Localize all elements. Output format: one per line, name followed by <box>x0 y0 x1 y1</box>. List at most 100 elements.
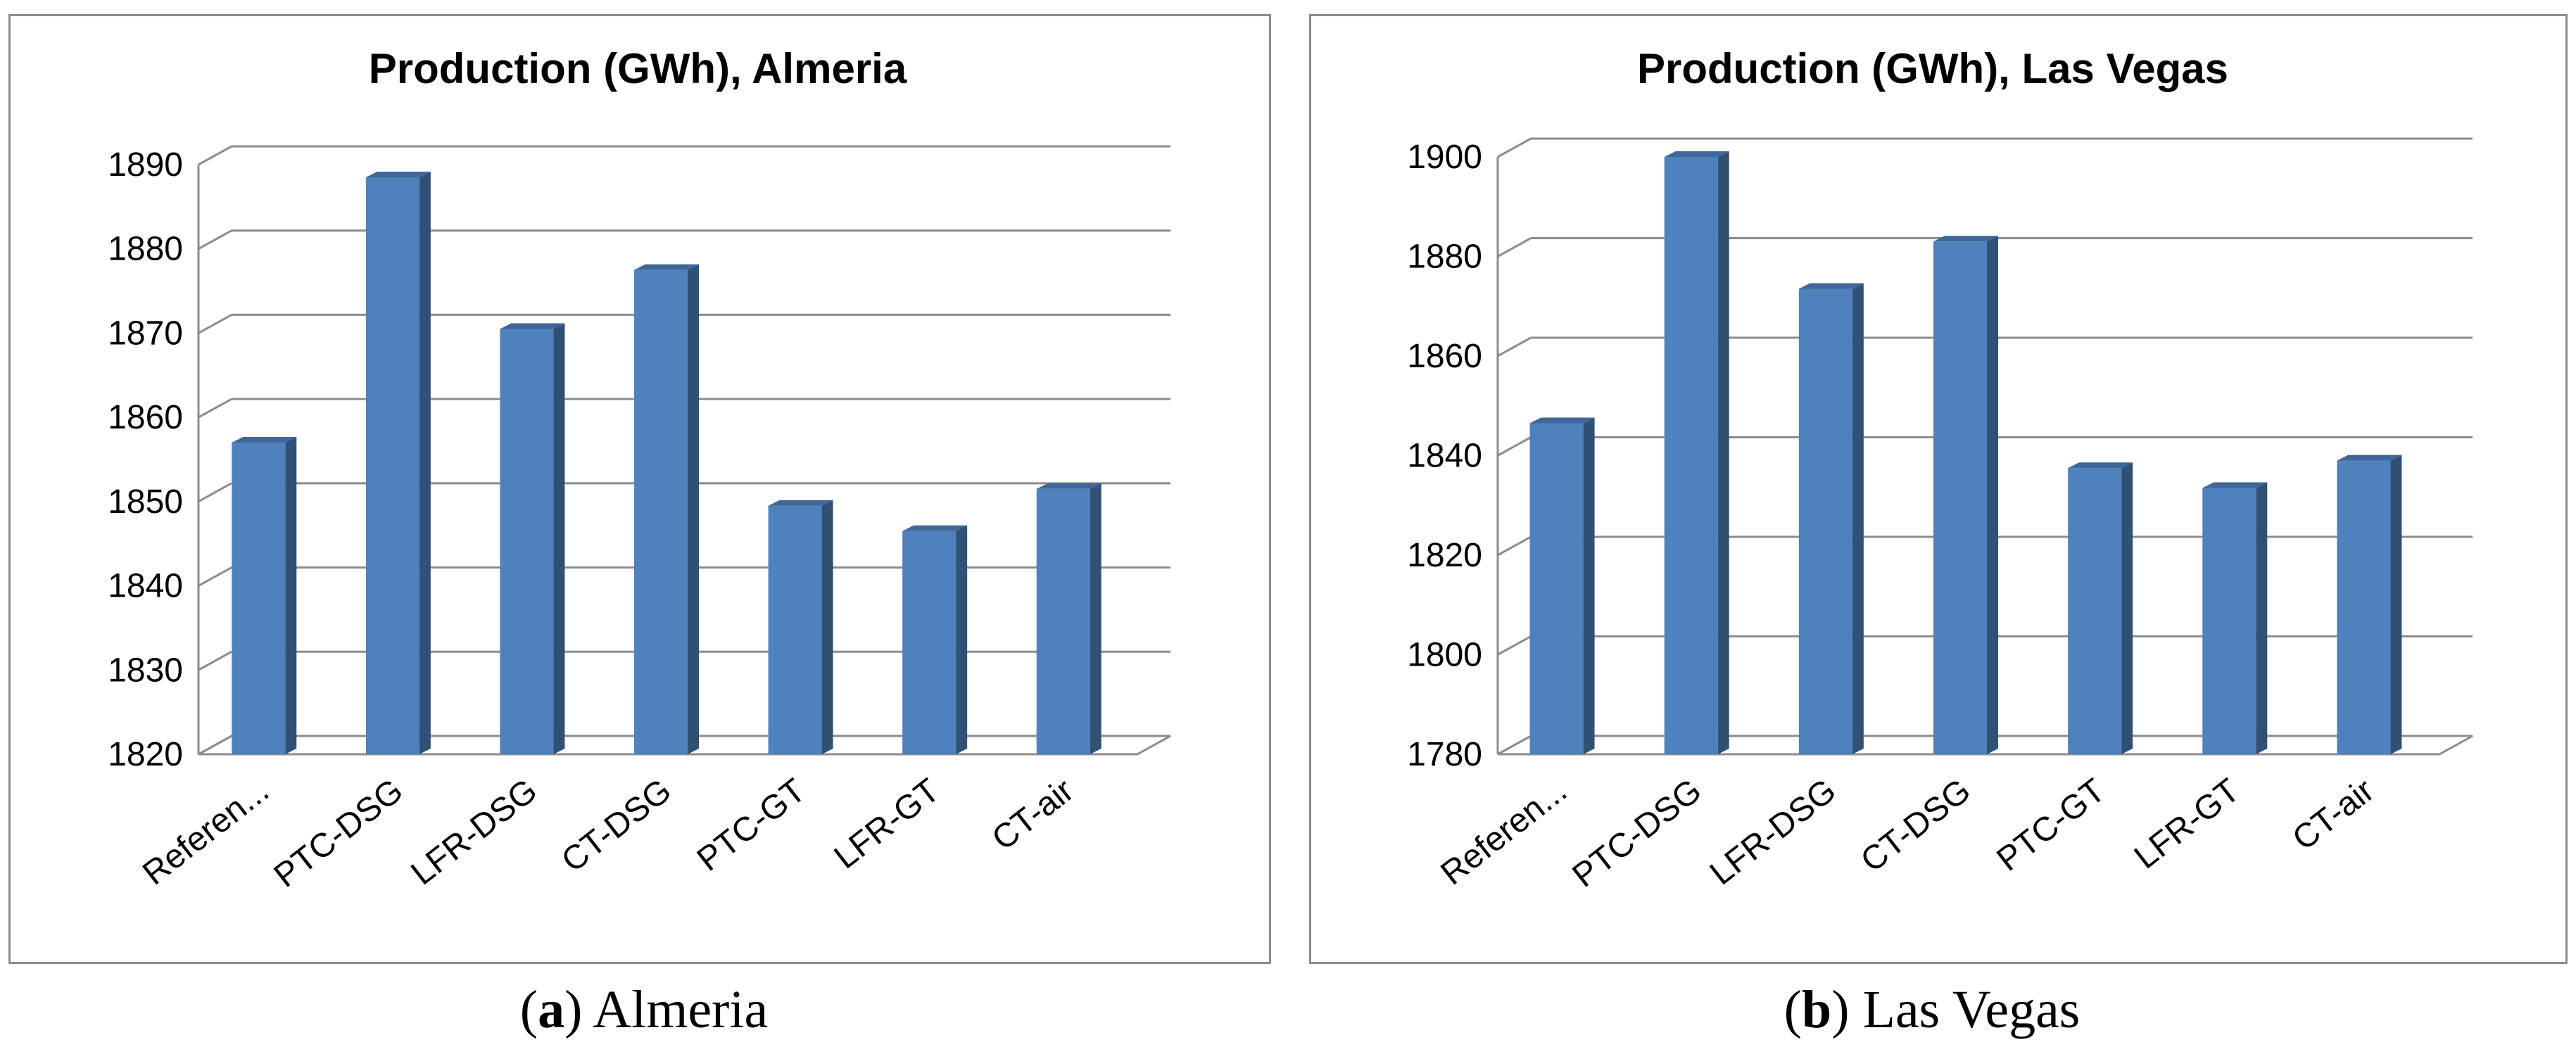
y-tick-label: 1830 <box>108 652 183 689</box>
bar-front <box>1664 157 1718 754</box>
bar-top <box>634 264 699 270</box>
bar-side <box>956 525 968 754</box>
bar <box>1933 236 1998 754</box>
bar-front <box>2337 460 2391 754</box>
bar <box>1529 417 1595 754</box>
caption-letter: b <box>1801 980 1832 1039</box>
bar-top <box>1664 151 1729 157</box>
bar-front <box>1036 488 1090 754</box>
bar <box>365 171 431 754</box>
x-tick-label: CT-air <box>985 772 1081 858</box>
gridline-diagonal <box>198 314 232 334</box>
y-tick-label: 1880 <box>1407 239 1482 276</box>
bar-top <box>500 323 565 329</box>
chart-panel-almeria: Production (GWh), Almeria 1820 1830 1840 185… <box>8 14 1271 1039</box>
y-tick-label: 1900 <box>1407 139 1482 176</box>
bar-chart-almeria: Production (GWh), Almeria 1820 1830 1840 185… <box>108 45 1171 895</box>
gridline-diagonal <box>1497 436 1532 457</box>
bar-front <box>634 269 688 755</box>
x-tick-label: CT-air <box>2286 772 2382 858</box>
bar-top <box>1036 483 1101 489</box>
y-tick-label: 1800 <box>1407 637 1482 674</box>
caption-b: (b) Las Vegas <box>1783 980 2081 1039</box>
bar-side <box>688 264 699 755</box>
bar-front <box>2068 468 2122 754</box>
x-tick-label: PTC-GT <box>1990 772 2112 879</box>
bar <box>1798 283 1864 754</box>
bar-chart-las-vegas: Production (GWh), Las Vegas 1780 1800 1820 1… <box>1407 45 2473 895</box>
bar <box>2337 455 2402 754</box>
bar <box>768 500 833 754</box>
gridline-diagonal <box>1497 535 1532 557</box>
chart-title: Production (GWh), Almeria <box>369 45 907 92</box>
y-tick-label: 1840 <box>108 568 183 605</box>
bar <box>500 323 565 754</box>
x-tick-label: CT-DSG <box>555 772 678 879</box>
bar-side <box>2256 482 2268 754</box>
bar-top <box>365 171 431 177</box>
bar-top <box>232 437 297 443</box>
x-tick-label: Referen... <box>136 772 276 893</box>
bar <box>232 437 297 754</box>
gridline-diagonal <box>1497 336 1532 357</box>
bar-top <box>2068 462 2133 469</box>
gridline-diagonal <box>198 566 232 587</box>
y-tick-label: 1840 <box>1407 438 1482 475</box>
caption-letter: a <box>538 980 565 1039</box>
bar-top <box>768 500 833 506</box>
gridline-diagonal <box>198 229 232 250</box>
bar-side <box>2121 462 2133 754</box>
bar-top <box>1529 417 1595 424</box>
gridline-diagonal <box>198 145 232 166</box>
bar-top <box>1933 236 1998 242</box>
bar-front <box>1529 423 1584 754</box>
bar <box>1036 483 1101 754</box>
bar-top <box>902 525 968 531</box>
bar-front <box>1798 288 1852 754</box>
bar-top <box>2202 482 2268 488</box>
x-tick-label: LFR-DSG <box>405 772 545 892</box>
bar-side <box>419 171 431 754</box>
bar-side <box>1583 417 1595 754</box>
gridline-diagonal <box>1497 735 1532 756</box>
y-tick-label: 1880 <box>108 231 183 268</box>
x-tick-label: LFR-DSG <box>1703 772 1843 892</box>
y-tick-label: 1860 <box>108 399 183 436</box>
bar-side <box>2390 455 2402 754</box>
chart-panel-las-vegas: Production (GWh), Las Vegas 1780 1800 1820 1… <box>1288 0 2576 1061</box>
gridline-diagonal <box>198 398 232 419</box>
bar-side <box>1987 236 1998 754</box>
bar <box>1664 151 1729 754</box>
bar-top <box>1798 283 1864 289</box>
bar <box>2202 482 2268 754</box>
y-tick-label: 1850 <box>108 483 183 521</box>
y-tick-label: 1890 <box>108 146 183 184</box>
bar <box>634 264 699 755</box>
y-tick-label: 1860 <box>1407 338 1482 375</box>
y-tick-label: 1780 <box>1407 736 1482 773</box>
y-tick-label: 1870 <box>108 315 183 352</box>
x-tick-label: PTC-DSG <box>1566 772 1709 895</box>
bar-front <box>2202 488 2256 754</box>
x-tick-label: LFR-GT <box>828 772 947 876</box>
bar-side <box>1717 151 1729 754</box>
caption-a: (a) Almeria <box>519 980 769 1039</box>
caption-text: Las Vegas <box>1862 980 2081 1039</box>
bar <box>2068 462 2133 754</box>
bar-side <box>1852 283 1864 754</box>
x-tick-label: PTC-GT <box>690 772 812 879</box>
bar-front <box>1933 241 1987 754</box>
bar-side <box>1090 483 1101 754</box>
bar-front <box>232 443 286 754</box>
bars <box>1529 151 2402 754</box>
bar-top <box>2337 455 2402 461</box>
gridline-diagonal <box>198 482 232 503</box>
bar-front <box>365 177 419 754</box>
bar-side <box>285 437 297 754</box>
chart-title: Production (GWh), Las Vegas <box>1637 45 2228 92</box>
y-tick-label: 1820 <box>108 736 183 773</box>
gridline-diagonal <box>1497 137 1532 158</box>
bar-front <box>500 329 554 754</box>
gridline-diagonal <box>198 735 232 756</box>
bars <box>232 171 1101 755</box>
